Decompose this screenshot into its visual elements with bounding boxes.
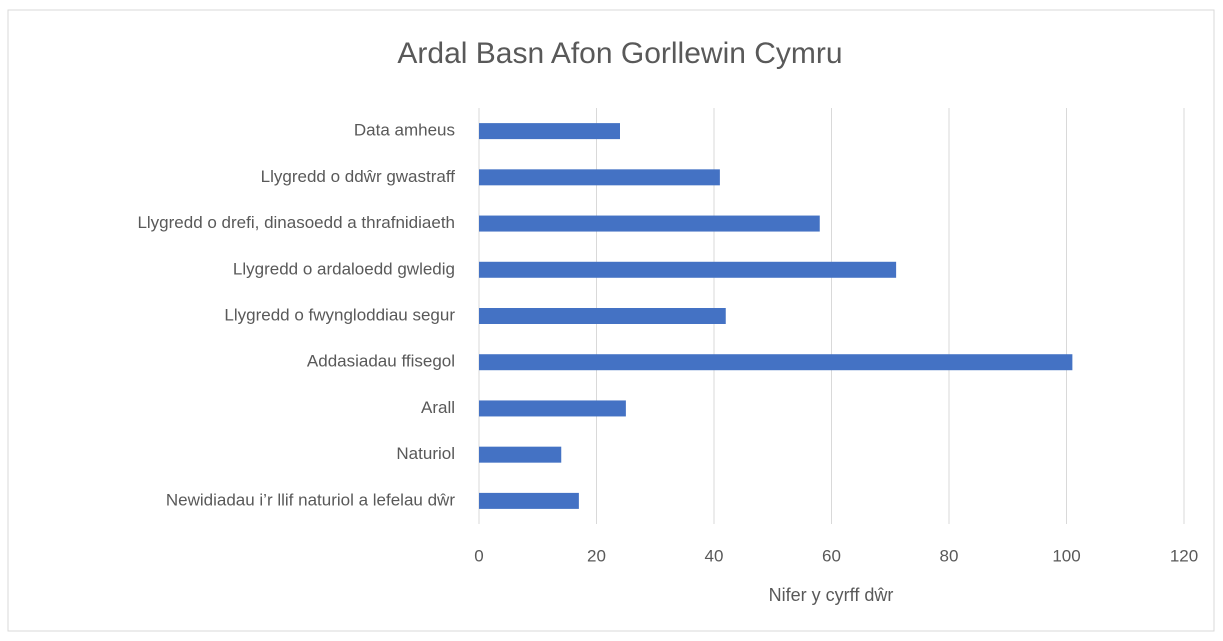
x-tick-label: 40 — [705, 546, 724, 565]
y-tick-label: Llygredd o ardaloedd gwledig — [233, 259, 455, 278]
bar — [479, 215, 820, 232]
bar — [479, 446, 562, 463]
x-tick-label: 80 — [940, 546, 959, 565]
bar — [479, 169, 720, 186]
y-tick-label: Newidiadau i’r llif naturiol a lefelau d… — [166, 490, 455, 509]
x-tick-label: 20 — [587, 546, 606, 565]
y-tick-label: Data amheus — [354, 121, 455, 140]
y-tick-label: Llygredd o fwyngloddiau segur — [224, 305, 455, 324]
bar — [479, 354, 1073, 371]
y-tick-label: Naturiol — [396, 444, 455, 463]
y-tick-label: Arall — [421, 398, 455, 417]
chart-title: Ardal Basn Afon Gorllewin Cymru — [397, 37, 842, 70]
x-tick-label: 60 — [822, 546, 841, 565]
bar — [479, 400, 626, 417]
x-tick-label: 0 — [474, 546, 483, 565]
x-tick-label: 120 — [1170, 546, 1198, 565]
x-axis-label: Nifer y cyrff dŵr — [769, 585, 894, 605]
bar — [479, 492, 579, 509]
y-tick-label: Llygredd o ddŵr gwastraff — [261, 167, 456, 186]
y-tick-label: Llygredd o drefi, dinasoedd a thrafnidia… — [137, 213, 455, 232]
x-tick-label: 100 — [1052, 546, 1080, 565]
bar — [479, 123, 620, 140]
y-tick-label: Addasiadau ffisegol — [307, 352, 455, 371]
bar — [479, 261, 897, 278]
bar — [479, 308, 726, 324]
